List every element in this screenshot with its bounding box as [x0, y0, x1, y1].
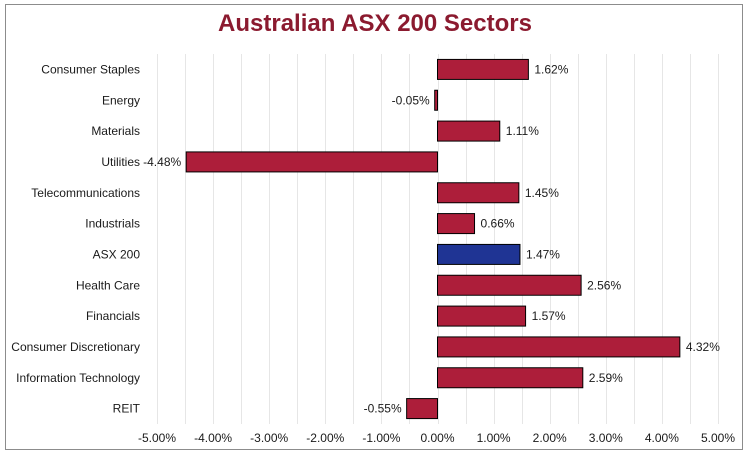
data-labels: 1.62% -0.05% 1.11% -4.48% 1.45% 0.66% 1.47% 2.5… — [143, 62, 720, 415]
category-label: ASX 200 — [93, 247, 141, 261]
bar — [437, 305, 527, 327]
data-label: 4.32% — [686, 340, 720, 354]
x-tick-label: -2.00% — [306, 431, 344, 445]
bar — [185, 151, 438, 173]
data-label: 1.11% — [506, 124, 539, 138]
data-label: 1.47% — [526, 247, 560, 261]
x-tick-label: -4.00% — [194, 431, 232, 445]
x-tick-label: 2.00% — [533, 431, 567, 445]
bar — [437, 336, 681, 358]
category-label: Consumer Staples — [41, 62, 140, 76]
data-label: 2.59% — [589, 371, 623, 385]
data-label: 2.56% — [587, 278, 621, 292]
category-label: Consumer Discretionary — [11, 340, 140, 354]
chart-title: Australian ASX 200 Sectors — [218, 10, 532, 37]
bar — [437, 213, 476, 235]
data-label: 1.62% — [534, 62, 568, 76]
x-tick-label: 0.00% — [420, 431, 454, 445]
x-tick-label: -3.00% — [250, 431, 288, 445]
x-tick-label: 3.00% — [589, 431, 623, 445]
category-label: Energy — [102, 93, 140, 107]
category-label: Industrials — [85, 217, 140, 231]
category-labels: Consumer Staples Energy Materials Utilities… — [11, 62, 140, 415]
category-label: Telecommunications — [31, 186, 140, 200]
category-label: Financials — [86, 309, 140, 323]
category-label: Health Care — [76, 278, 140, 292]
x-tick-labels: -5.00% -4.00% -3.00% -2.00% -1.00% 0.00% 1.00%… — [138, 431, 735, 445]
data-label: -0.55% — [364, 402, 402, 416]
data-label: -0.05% — [392, 93, 430, 107]
bar — [437, 120, 501, 142]
category-label: Materials — [91, 124, 140, 138]
category-label: REIT — [113, 402, 141, 416]
bar — [434, 89, 439, 111]
bar — [406, 398, 438, 420]
category-label: Information Technology — [16, 371, 140, 385]
data-label: -4.48% — [143, 155, 181, 169]
category-label: Utilities — [101, 155, 140, 169]
x-tick-label: 5.00% — [701, 431, 735, 445]
bar — [437, 243, 521, 265]
x-tick-label: 1.00% — [477, 431, 511, 445]
data-label: 1.45% — [525, 186, 559, 200]
x-tick-label: -5.00% — [138, 431, 176, 445]
chart-frame — [5, 4, 743, 450]
data-label: 1.57% — [532, 309, 566, 323]
data-label: 0.66% — [481, 217, 515, 231]
bar — [437, 58, 529, 80]
x-tick-label: -1.00% — [362, 431, 400, 445]
bar — [437, 182, 520, 204]
bar — [437, 367, 584, 389]
bars — [185, 58, 681, 420]
x-tick-label: 4.00% — [645, 431, 679, 445]
bar — [437, 274, 582, 296]
gridlines — [157, 54, 719, 424]
